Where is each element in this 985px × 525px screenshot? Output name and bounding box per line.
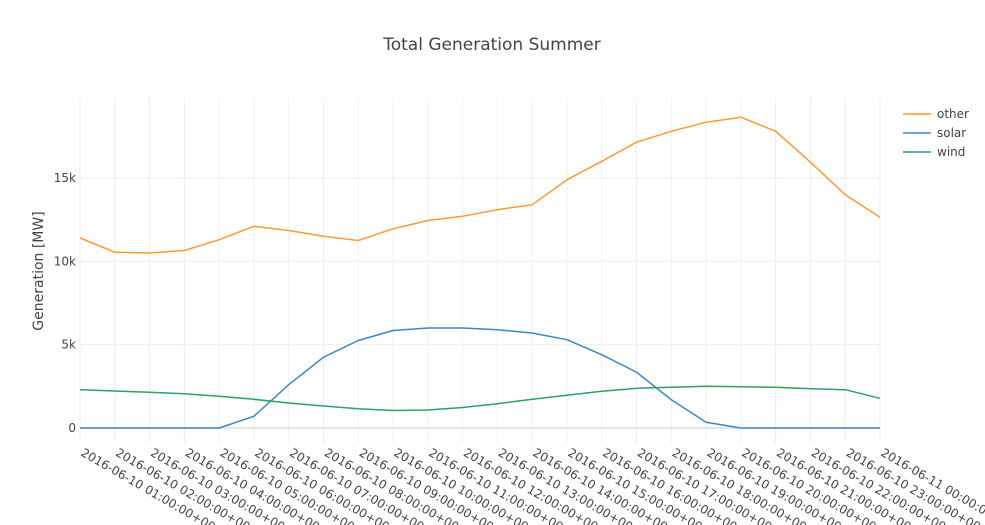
legend-item-solar[interactable]: solar (903, 126, 966, 140)
y-tick-label: 15k (54, 171, 76, 185)
legend-label: solar (937, 126, 966, 140)
grid (79, 98, 881, 443)
series-line-solar (80, 327, 880, 429)
legend[interactable]: other solar wind (903, 107, 969, 159)
series-lines (79, 116, 881, 429)
series-line-other (79, 116, 881, 254)
y-axis-ticks: 0 5k 10k 15k (54, 171, 76, 435)
legend-label: other (937, 107, 969, 121)
chart-title: Total Generation Summer (382, 35, 600, 55)
y-tick-label: 0 (68, 421, 76, 435)
legend-item-wind[interactable]: wind (903, 145, 965, 159)
series-line-wind (79, 385, 881, 412)
y-tick-label: 10k (54, 254, 76, 268)
y-axis-label: Generation [MW] (31, 211, 47, 330)
legend-label: wind (937, 145, 965, 159)
y-tick-label: 5k (61, 338, 76, 352)
legend-item-other[interactable]: other (903, 107, 969, 121)
